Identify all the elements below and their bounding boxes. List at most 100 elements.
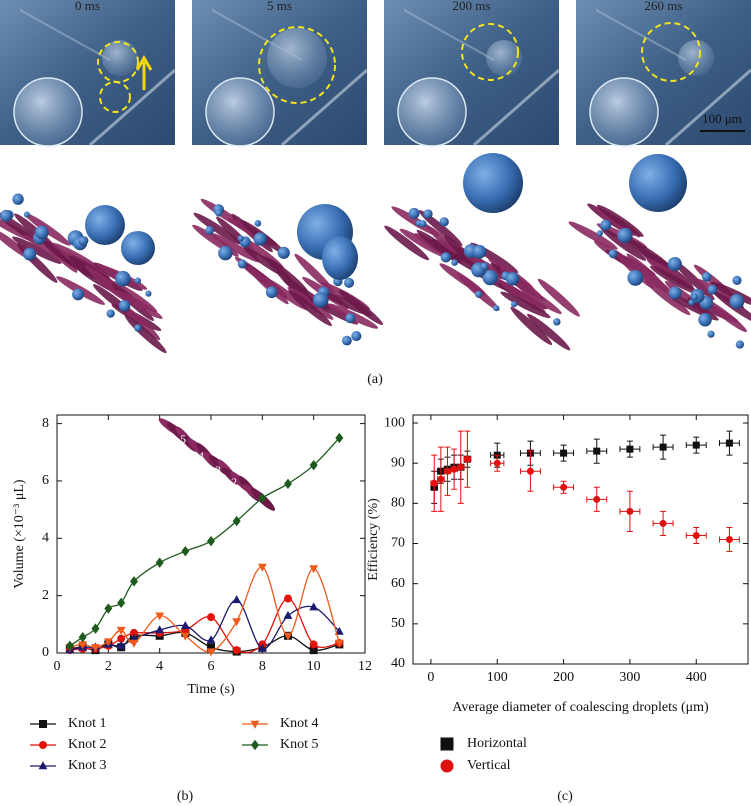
x-tick-label: 2 (105, 659, 112, 674)
marker (493, 459, 501, 467)
fiber-barb (193, 212, 241, 245)
fiber (211, 9, 303, 61)
fiber-barb (673, 260, 715, 301)
plot-frame (412, 414, 749, 665)
small-droplet (707, 284, 718, 295)
coalescing-droplet (322, 236, 358, 280)
marker (103, 638, 113, 647)
highlight-circle (99, 81, 131, 113)
fiber-barb (431, 238, 478, 273)
marker (440, 737, 454, 751)
x-tick-label: 200 (553, 670, 574, 685)
small-droplet (472, 244, 487, 259)
render-strip (0, 153, 751, 354)
small-droplet (23, 247, 37, 261)
fiber-barb (645, 280, 691, 316)
small-droplet (698, 312, 712, 327)
small-droplet (145, 290, 152, 297)
small-droplet (34, 225, 49, 240)
y-axis-label: Efficiency (%) (366, 498, 381, 581)
x-tick-label: 12 (358, 659, 372, 674)
small-droplet (277, 246, 290, 259)
large-droplet (463, 153, 523, 213)
legend-label: Vertical (467, 758, 511, 773)
fiber-barb (597, 204, 644, 237)
y-tick-label: 2 (42, 588, 49, 603)
fiber-barb (514, 282, 562, 315)
marker (457, 463, 465, 471)
highlight-circle (461, 23, 519, 81)
knot-number: 2 (231, 475, 237, 489)
marker (463, 455, 471, 463)
x-tick-label: 400 (686, 670, 707, 685)
panel-label: (a) (367, 372, 383, 387)
fiber (19, 9, 111, 61)
marker (560, 483, 568, 491)
x-tick-label: 0 (427, 670, 434, 685)
marker (39, 741, 47, 749)
large-droplet (629, 154, 687, 212)
marker (39, 720, 47, 728)
y-tick-label: 4 (42, 531, 49, 546)
legend-label: Knot 2 (68, 737, 107, 752)
marker (155, 557, 164, 568)
small-droplet (72, 288, 84, 301)
legend-label: Knot 4 (280, 716, 319, 731)
marker (251, 739, 259, 751)
small-droplet (707, 330, 715, 338)
fiber-barb (613, 249, 655, 289)
fiber (281, 68, 368, 147)
marker (283, 610, 293, 619)
y-tick-label: 40 (391, 656, 405, 671)
marker (284, 478, 292, 490)
marker (155, 612, 165, 621)
x-axis-label: Average diameter of coalescing droplets … (452, 700, 709, 715)
marker (130, 576, 138, 587)
panel-label: (b) (177, 789, 194, 804)
small-droplet (475, 290, 483, 298)
marker (206, 648, 216, 657)
marker (250, 720, 260, 729)
marker (65, 640, 74, 652)
small-droplet (345, 313, 356, 324)
marker (560, 449, 568, 457)
small-droplet (439, 217, 449, 227)
droplet (397, 77, 467, 147)
small-droplet (596, 230, 603, 237)
small-droplet (23, 211, 30, 218)
marker (430, 479, 438, 487)
marker (626, 507, 634, 515)
marker (91, 623, 100, 634)
x-tick-label: 6 (208, 659, 215, 674)
marker (232, 515, 241, 527)
small-droplet (505, 272, 520, 286)
droplet (102, 40, 138, 76)
marker (180, 620, 190, 629)
small-droplet (667, 256, 682, 272)
fiber-barb (628, 261, 675, 296)
marker (309, 565, 319, 574)
fiber-barb (500, 291, 551, 319)
marker (232, 646, 241, 655)
small-droplet (451, 259, 458, 266)
fiber-barb (211, 233, 261, 263)
marker (117, 597, 126, 609)
marker (725, 439, 733, 447)
marker (78, 641, 88, 650)
marker (334, 639, 344, 648)
small-droplet (440, 252, 452, 263)
small-droplet (617, 227, 633, 244)
y-tick-label: 8 (42, 416, 49, 431)
small-droplet (729, 294, 745, 309)
marker (335, 432, 344, 444)
y-tick-label: 100 (384, 415, 405, 430)
small-droplet (482, 269, 498, 286)
marker (116, 641, 126, 650)
marker (440, 759, 454, 773)
small-droplet (218, 245, 233, 261)
fiber-barb (114, 289, 163, 319)
marker (207, 535, 215, 547)
small-droplet (237, 259, 247, 269)
droplet (678, 40, 714, 76)
arrow (135, 55, 153, 90)
